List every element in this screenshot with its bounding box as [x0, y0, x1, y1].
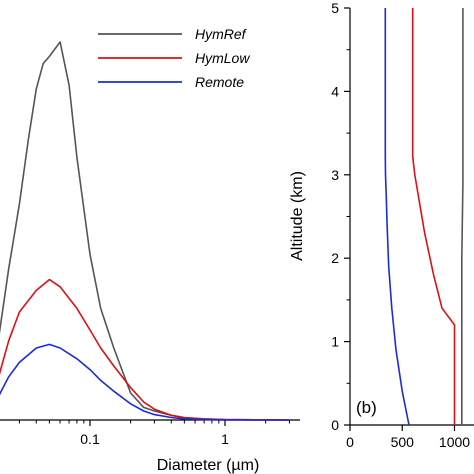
panel-label-b: (b): [356, 398, 377, 417]
x-tick-label-1: 1: [221, 431, 229, 447]
legend-a: HymRef HymLow Remote: [98, 26, 250, 90]
legend-label-hymref: HymRef: [195, 26, 248, 42]
x-tick-label-b-500: 500: [391, 434, 415, 450]
legend-label-remote: Remote: [195, 74, 244, 90]
series-line-b-remote: [384, 8, 410, 426]
x-tick-label-0-1: 0.1: [80, 431, 100, 447]
y-tick-label-4: 4: [331, 83, 339, 99]
series-line-a-hymlow: [0, 278, 290, 421]
series-line-a-hymref: [0, 41, 290, 421]
panel-a: 0.1 1 Diameter (µm) HymRef HymLow Remote: [0, 26, 300, 474]
series-line-a-remote: [0, 343, 290, 421]
series-line-b-hymlow: [411, 8, 456, 425]
panel-b: 0 1 2 3 4 5 0 500 1000 Altitude (km) (b): [289, 0, 474, 450]
y-tick-label-3: 3: [331, 167, 339, 183]
legend-label-hymlow: HymLow: [195, 50, 250, 66]
x-tick-label-b-1000: 1000: [439, 434, 470, 450]
x-tick-label-b-0: 0: [346, 434, 354, 450]
x-axis-title-a: Diameter (µm): [157, 457, 260, 474]
y-tick-label-0: 0: [331, 417, 339, 433]
series-line-b-hymref: [461, 8, 464, 425]
y-tick-label-1: 1: [331, 334, 339, 350]
y-tick-label-5: 5: [331, 0, 339, 16]
y-tick-label-2: 2: [331, 250, 339, 266]
y-axis-title-b: Altitude (km): [289, 171, 306, 261]
